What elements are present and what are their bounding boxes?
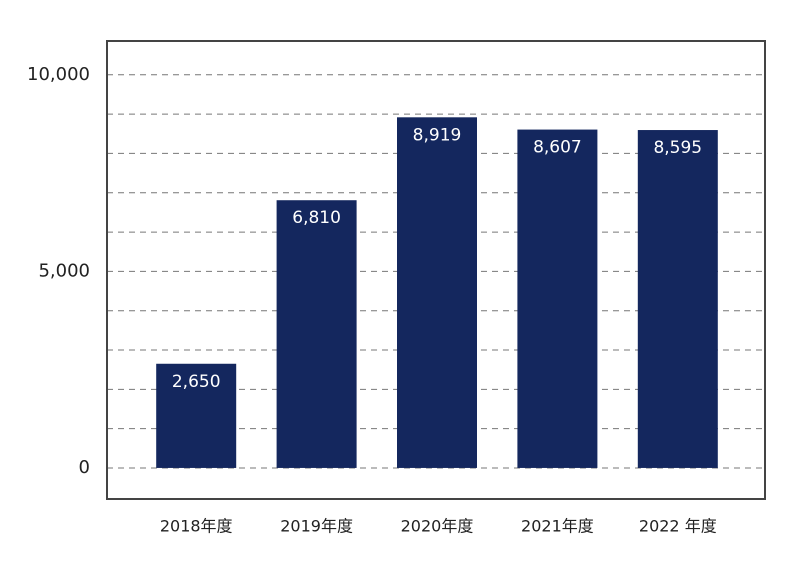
value-label: 8,919 [413,125,462,145]
x-tick-label: 2019年度 [280,517,353,536]
y-tick-label: 5,000 [38,260,90,281]
y-tick-label: 0 [79,457,90,478]
value-label: 6,810 [292,208,341,228]
bar [276,200,357,468]
bar [156,363,237,468]
bar [397,117,477,468]
x-tick-label: 2020年度 [401,517,474,536]
value-label: 8,595 [653,138,702,158]
plot-frame [106,40,766,500]
y-tick-label: 10,000 [27,64,90,85]
x-tick-label: 2021年度 [521,517,594,536]
bar [637,130,718,468]
value-label: 2,650 [172,372,221,392]
x-tick-label: 2018年度 [160,517,233,536]
value-label: 8,607 [533,138,582,158]
bar [517,129,598,468]
x-tick-label: 2022 年度 [639,517,717,536]
